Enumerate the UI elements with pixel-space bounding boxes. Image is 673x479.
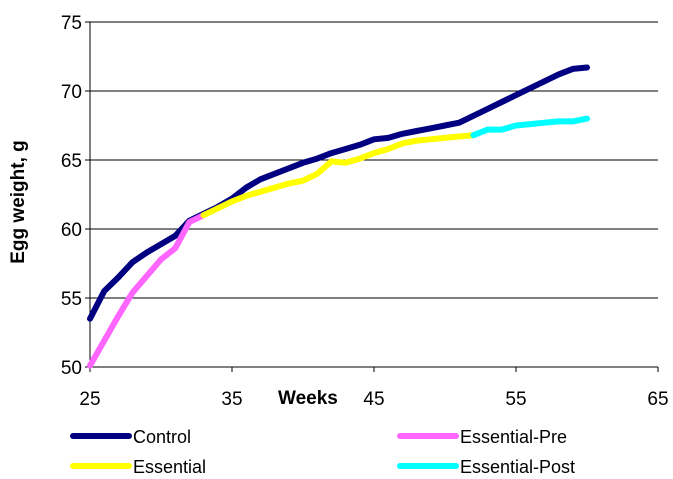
y-tick-label: 70 — [61, 82, 82, 103]
series-line-essential-post — [470, 115, 590, 139]
y-tick-label: 65 — [61, 151, 82, 172]
x-tick-label: 45 — [363, 389, 384, 410]
x-tick-label: 25 — [79, 389, 100, 410]
x-tick-labels: 25 35 45 55 65 — [79, 367, 669, 410]
x-tick-label: 65 — [647, 389, 668, 410]
legend-label-essential-pre: Essential-Pre — [460, 427, 567, 447]
x-axis-title: Weeks — [278, 388, 338, 409]
y-tick-label: 60 — [61, 220, 82, 241]
legend-label-essential-post: Essential-Post — [460, 457, 575, 477]
y-tick-labels: 50 55 60 65 70 75 — [61, 13, 90, 379]
x-tick-label: 55 — [505, 389, 526, 410]
legend: Control Essential-Pre Essential Essential-P… — [70, 427, 575, 477]
legend-label-essential: Essential — [133, 457, 206, 477]
legend-label-control: Control — [133, 427, 191, 447]
series-line-essential — [200, 132, 477, 219]
gridlines — [90, 21, 658, 299]
y-axis-title: Egg weight, g — [8, 140, 29, 264]
y-tick-label: 75 — [61, 13, 82, 34]
series-line-control — [87, 64, 590, 322]
x-tick-label: 35 — [221, 389, 242, 410]
series-line-essential-pre — [87, 212, 207, 369]
y-tick-label: 55 — [61, 289, 82, 310]
series-lines — [87, 64, 590, 369]
y-tick-label: 50 — [61, 358, 82, 379]
